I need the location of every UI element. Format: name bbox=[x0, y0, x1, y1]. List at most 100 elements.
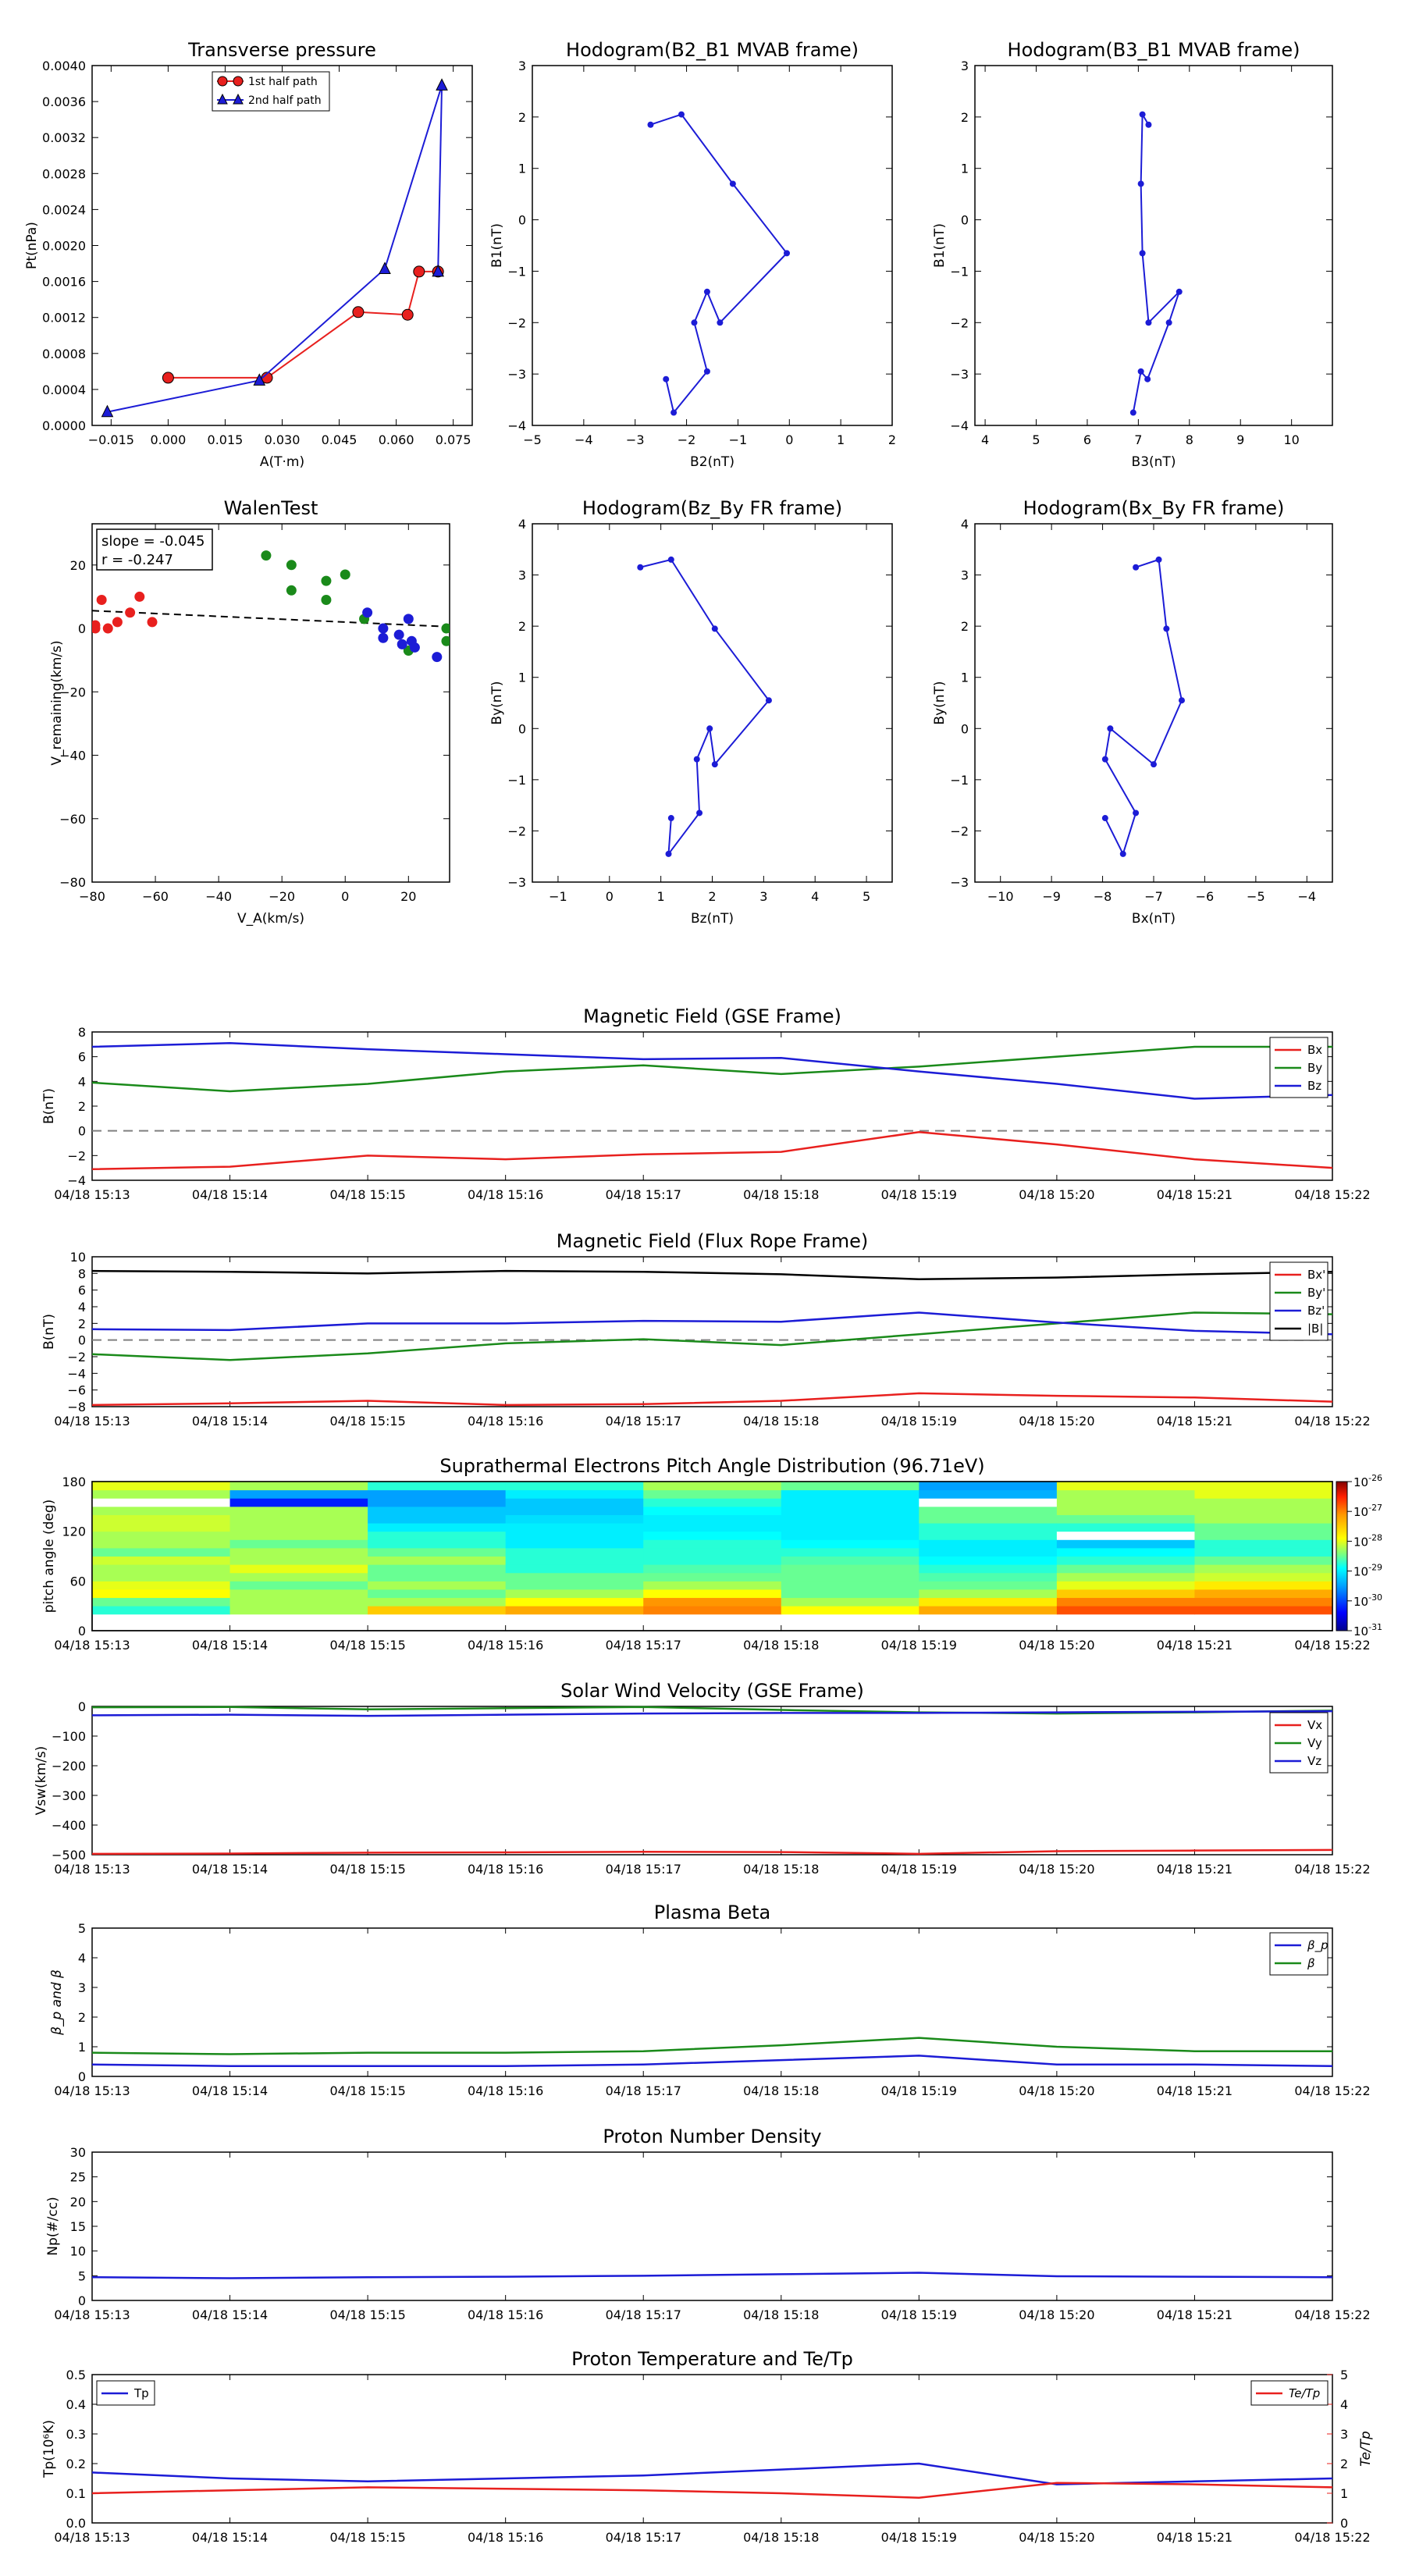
y-tick-label: −20 bbox=[59, 685, 86, 699]
y-tick-label: −4 bbox=[67, 1366, 86, 1381]
hodogram-path bbox=[1104, 558, 1183, 856]
heatmap-cell bbox=[781, 1531, 919, 1540]
panel-5: Hodogram(Bx_By FR frame)−10 −9 −8 −7 −6 −5 −4−… bbox=[932, 497, 1333, 927]
y-tick-label: −3 bbox=[950, 367, 969, 382]
x-tick-label: −6 bbox=[1196, 889, 1215, 904]
data-point bbox=[1129, 409, 1136, 416]
annotation-r: r = -0.247 bbox=[101, 552, 173, 568]
y-tick-label: 1 bbox=[518, 162, 526, 176]
x-tick-label: 04/18 15:21 bbox=[1157, 1862, 1232, 1877]
data-point bbox=[1144, 375, 1151, 382]
y-tick-label: −2 bbox=[67, 1148, 86, 1163]
series-line-Vz bbox=[91, 1710, 1333, 1717]
series-line-Vx bbox=[91, 1848, 1333, 1856]
x-axis-label: B3(nT) bbox=[1132, 454, 1176, 470]
heatmap-cell bbox=[643, 1514, 782, 1524]
heatmap-cell bbox=[229, 1547, 368, 1557]
data-point bbox=[1155, 556, 1162, 563]
x-tick-label: 2 bbox=[888, 432, 896, 447]
x-tick-label: 04/18 15:14 bbox=[192, 1862, 268, 1877]
x-tick-label: 3 bbox=[759, 889, 767, 904]
data-point bbox=[413, 265, 425, 278]
heatmap-cell bbox=[1194, 1606, 1333, 1615]
legend-label: |B| bbox=[1307, 1322, 1323, 1336]
y-tick-label: −2 bbox=[67, 1350, 86, 1364]
heatmap-cell bbox=[368, 1506, 507, 1515]
data-point bbox=[693, 756, 700, 763]
y-tick-label: 0.0000 bbox=[42, 418, 86, 433]
y-axis-label: By(nT) bbox=[489, 681, 505, 724]
heatmap-cell bbox=[781, 1489, 919, 1499]
heatmap-cell bbox=[92, 1482, 231, 1491]
colorbar-tick-label: 10-31 bbox=[1353, 1622, 1382, 1638]
y-axis-label: pitch angle (deg) bbox=[41, 1500, 57, 1614]
y-tick-label: −2 bbox=[507, 315, 526, 330]
y-tick-label: −8 bbox=[67, 1400, 86, 1414]
x-tick-label: 04/18 15:14 bbox=[192, 1638, 268, 1653]
x-tick-label: 04/18 15:17 bbox=[606, 2083, 681, 2098]
x-tick-label: 04/18 15:20 bbox=[1019, 2530, 1094, 2545]
heatmap-cell bbox=[505, 1589, 644, 1599]
plot-frame-overlay bbox=[91, 1481, 1333, 1631]
heatmap-cell bbox=[1194, 1531, 1333, 1540]
y-tick-label: 10 bbox=[70, 2244, 86, 2259]
y-tick-label: 6 bbox=[78, 1283, 86, 1298]
y-axis-label: B(nT) bbox=[41, 1088, 57, 1124]
panel-0: Transverse pressure −0.015 0.000 0.015 0.030… bbox=[24, 39, 473, 470]
heatmap-cell bbox=[1194, 1498, 1333, 1507]
x-tick-label: −60 bbox=[142, 889, 169, 904]
heatmap-cell bbox=[1194, 1589, 1333, 1599]
heatmap-cell bbox=[505, 1498, 644, 1507]
x-tick-label: 20 bbox=[400, 889, 416, 904]
heatmap-cell bbox=[919, 1498, 1058, 1507]
y-tick-label: −2 bbox=[950, 315, 969, 330]
panel-title: WalenTest bbox=[224, 497, 318, 519]
y-right-tick-label: 4 bbox=[1340, 2397, 1348, 2412]
heatmap-cell bbox=[919, 1482, 1058, 1491]
data-point bbox=[706, 725, 713, 732]
heatmap-cell bbox=[919, 1506, 1058, 1515]
data-point bbox=[1101, 756, 1108, 763]
y-tick-label: 20 bbox=[70, 2194, 86, 2209]
x-tick-label: 04/18 15:19 bbox=[881, 2083, 957, 2098]
x-tick-label: 04/18 15:14 bbox=[192, 1414, 268, 1429]
x-tick-label: 04/18 15:14 bbox=[192, 2307, 268, 2322]
heatmap-cell bbox=[229, 1489, 368, 1499]
y-axis-label: B(nT) bbox=[41, 1314, 57, 1350]
heatmap-cell bbox=[1194, 1597, 1333, 1606]
heatmap-cell bbox=[92, 1564, 231, 1574]
data-point bbox=[261, 550, 272, 561]
data-point bbox=[253, 373, 266, 386]
x-tick-label: 04/18 15:15 bbox=[329, 1187, 405, 1202]
x-tick-label: 04/18 15:20 bbox=[1019, 2307, 1094, 2322]
heatmap-cell bbox=[1056, 1531, 1195, 1540]
series-line-By bbox=[91, 1045, 1332, 1093]
data-point bbox=[441, 635, 450, 646]
heatmap-cell bbox=[505, 1564, 644, 1574]
data-point bbox=[717, 319, 724, 326]
x-tick-label: −7 bbox=[1144, 889, 1163, 904]
y-axis-label: Vsw(km/s) bbox=[34, 1746, 49, 1816]
plot-frame bbox=[974, 65, 1333, 426]
x-axis-label: V_A(km/s) bbox=[237, 911, 304, 927]
data-point bbox=[783, 250, 790, 257]
heatmap-cell bbox=[643, 1597, 782, 1606]
panel-7: Magnetic Field (Flux Rope Frame) 04/18 15… bbox=[41, 1230, 1371, 1429]
y-tick-label: 0 bbox=[78, 2069, 86, 2084]
data-point bbox=[647, 121, 654, 128]
panel-title: Suprathermal Electrons Pitch Angle Distr… bbox=[439, 1455, 984, 1477]
y-tick-label: 2 bbox=[78, 1099, 86, 1114]
series-line-value bbox=[91, 2272, 1333, 2279]
data-point bbox=[1145, 319, 1152, 326]
legend: Bx By Bz bbox=[1269, 1037, 1329, 1098]
x-tick-label: 04/18 15:19 bbox=[881, 1187, 957, 1202]
heatmap-cell bbox=[368, 1539, 507, 1549]
x-tick-label: 04/18 15:14 bbox=[192, 2083, 268, 2098]
heatmap-cell bbox=[919, 1597, 1058, 1606]
heatmap-cell bbox=[92, 1506, 231, 1515]
colorbar-tick-label: 10-30 bbox=[1353, 1592, 1382, 1609]
panel-title: Transverse pressure bbox=[187, 39, 376, 61]
plot-frame bbox=[532, 523, 893, 883]
x-tick-label: 04/18 15:20 bbox=[1019, 1862, 1094, 1877]
x-tick-label: 04/18 15:18 bbox=[743, 2530, 819, 2545]
